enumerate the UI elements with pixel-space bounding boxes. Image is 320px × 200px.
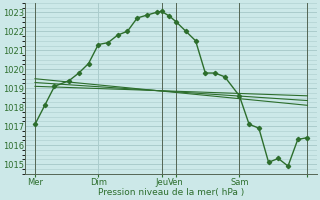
- X-axis label: Pression niveau de la mer( hPa ): Pression niveau de la mer( hPa ): [98, 188, 244, 197]
